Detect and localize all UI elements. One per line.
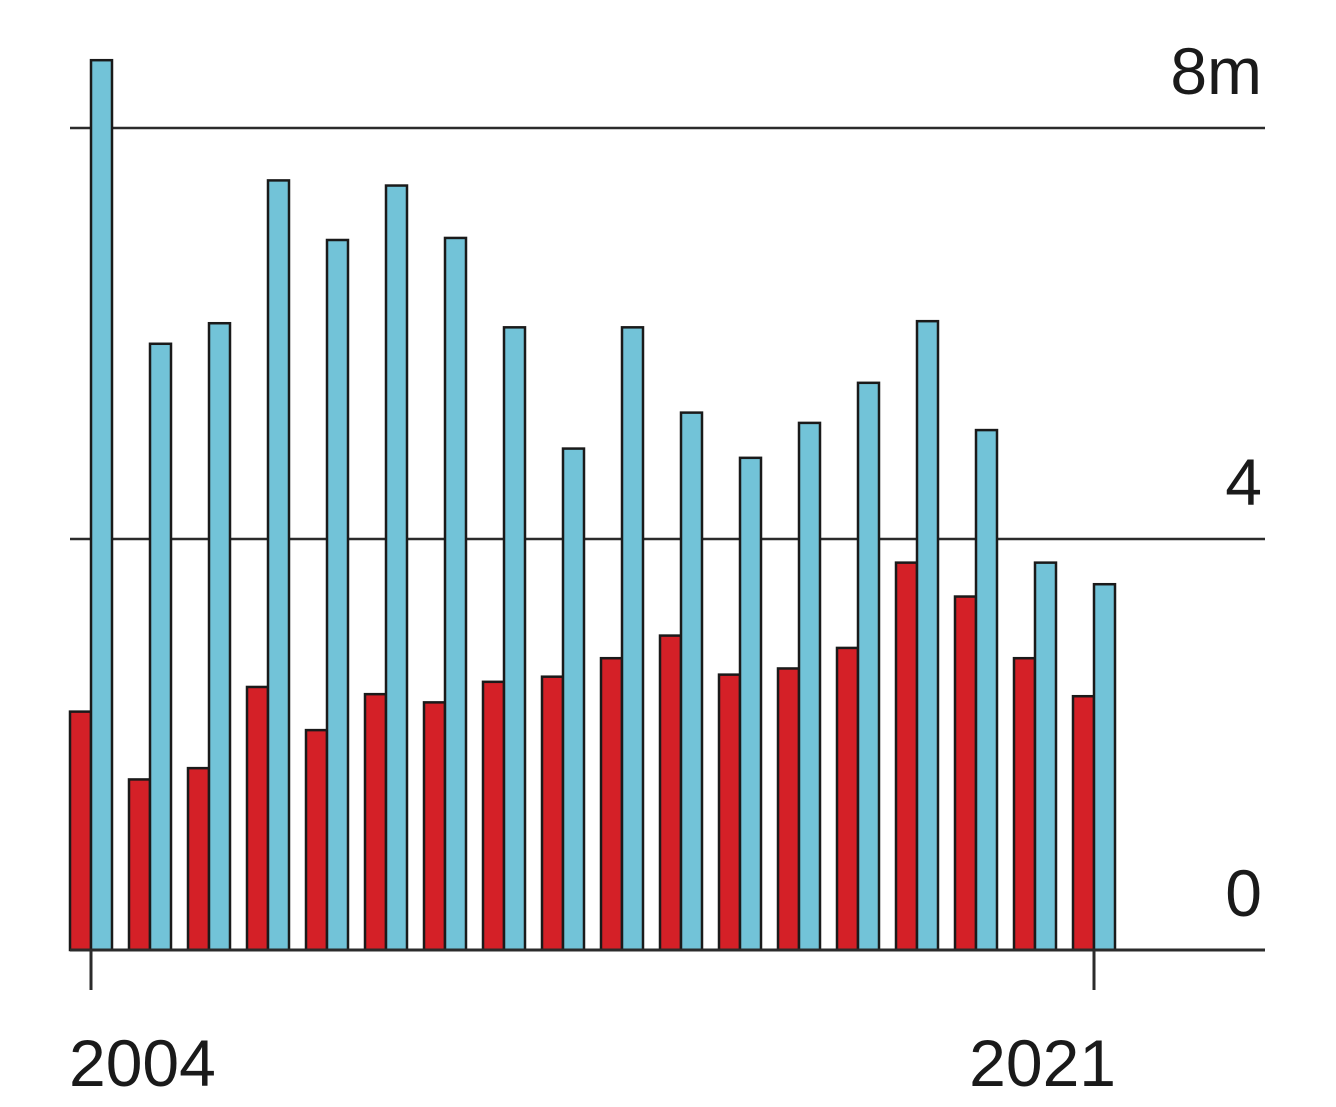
bar-blue-2009 [384, 184, 409, 952]
bar-blue-2011 [502, 326, 527, 952]
bar-red-2012 [540, 675, 565, 952]
bar-red-2005 [127, 778, 152, 952]
bar-red-2006 [186, 766, 211, 952]
tick-labels: 8m 4 0 2004 2021 [69, 34, 1262, 1100]
x-tick-label: 2004 [69, 1026, 216, 1100]
bar-blue-2017 [856, 381, 881, 952]
x-tick-label: 2021 [969, 1026, 1116, 1100]
bar-blue-2015 [738, 456, 763, 952]
bar-blue-2021 [1092, 582, 1117, 952]
bar-red-2019 [953, 595, 978, 952]
bar-red-2009 [363, 692, 388, 952]
bar-red-2017 [835, 646, 860, 952]
bar-red-2020 [1012, 656, 1037, 952]
bar-red-2016 [776, 667, 801, 952]
bar-red-2011 [481, 680, 506, 952]
bar-red-2014 [658, 634, 683, 952]
bar-red-2007 [245, 685, 270, 952]
gridlines [70, 126, 1265, 541]
bar-red-2004 [68, 710, 93, 952]
bar-red-2008 [304, 728, 329, 952]
bar-red-2015 [717, 673, 742, 952]
bar-blue-2014 [679, 411, 704, 952]
bar-red-2018 [894, 561, 919, 952]
axes [70, 948, 1265, 990]
bar-blue-2018 [915, 319, 940, 952]
bar-red-2013 [599, 656, 624, 952]
bar-blue-2010 [443, 236, 468, 952]
bar-blue-2008 [325, 238, 350, 952]
y-tick-label: 8m [1170, 34, 1262, 108]
bar-blue-2005 [148, 342, 173, 952]
bar-blue-2020 [1033, 561, 1058, 952]
bar-blue-2013 [620, 326, 645, 952]
bars [68, 58, 1117, 952]
y-tick-label: 0 [1225, 856, 1262, 930]
bar-red-2021 [1071, 694, 1096, 952]
bar-blue-2019 [974, 428, 999, 952]
y-tick-label: 4 [1225, 445, 1262, 519]
bar-blue-2012 [561, 447, 586, 952]
bar-blue-2007 [266, 179, 291, 952]
bar-red-2010 [422, 701, 447, 952]
bar-blue-2016 [797, 421, 822, 952]
bar-blue-2006 [207, 321, 232, 952]
bar-blue-2004 [89, 58, 114, 952]
